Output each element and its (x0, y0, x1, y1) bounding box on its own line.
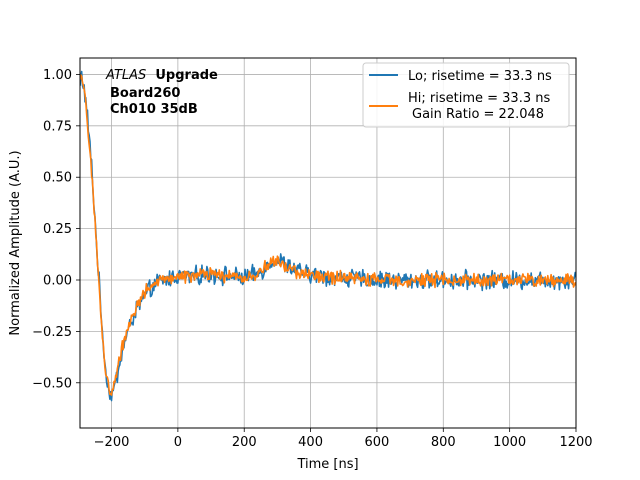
y-tick-label: 0.50 (43, 171, 72, 186)
y-tick-label: 0.00 (43, 274, 72, 289)
y-tick-label: 1.00 (43, 68, 72, 83)
y-tick-label: −0.50 (32, 376, 72, 391)
annotation: ATLAS Upgrade Board260 Ch010 35dB (105, 64, 218, 117)
x-tick-label: 1000 (493, 435, 526, 450)
axis-ticks: −200 0 200 400 600 800 1000 1200 −0.50 −0.25 0.00 0… (32, 68, 592, 450)
x-axis-label: Time [ns] (296, 457, 358, 472)
series-line-hi (80, 74, 576, 396)
legend: Lo; risetime = 33.3 ns Hi; risetime = 33… (362, 62, 570, 128)
annotation-channel: Ch010 35dB (110, 102, 198, 117)
legend-label-hi-gain: Gain Ratio = 22.048 (412, 107, 544, 122)
y-tick-label: 0.25 (43, 222, 72, 237)
x-tick-label: 800 (431, 435, 456, 450)
svg-text:ATLAS Upgrade: ATLAS Upgrade (105, 64, 218, 83)
x-tick-label: 0 (174, 435, 182, 450)
x-tick-label: −200 (94, 435, 130, 450)
series-line-lo (80, 70, 576, 402)
x-tick-label: 400 (298, 435, 323, 450)
annotation-upgrade: Upgrade (155, 68, 218, 83)
series-layer (80, 70, 576, 402)
annotation-board: Board260 (110, 86, 180, 101)
legend-label-lo: Lo; risetime = 33.3 ns (408, 69, 552, 84)
x-tick-label: 600 (365, 435, 390, 450)
legend-box (362, 62, 570, 128)
legend-label-hi: Hi; risetime = 33.3 ns (408, 91, 550, 106)
x-tick-label: 1200 (559, 435, 592, 450)
annotation-atlas: ATLAS (105, 68, 146, 83)
plot-frame (79, 57, 577, 429)
y-tick-label: −0.25 (32, 325, 72, 340)
y-tick-label: 0.75 (43, 119, 72, 134)
y-axis-label: Normalized Amplitude (A.U.) (8, 150, 23, 335)
x-tick-label: 200 (232, 435, 257, 450)
